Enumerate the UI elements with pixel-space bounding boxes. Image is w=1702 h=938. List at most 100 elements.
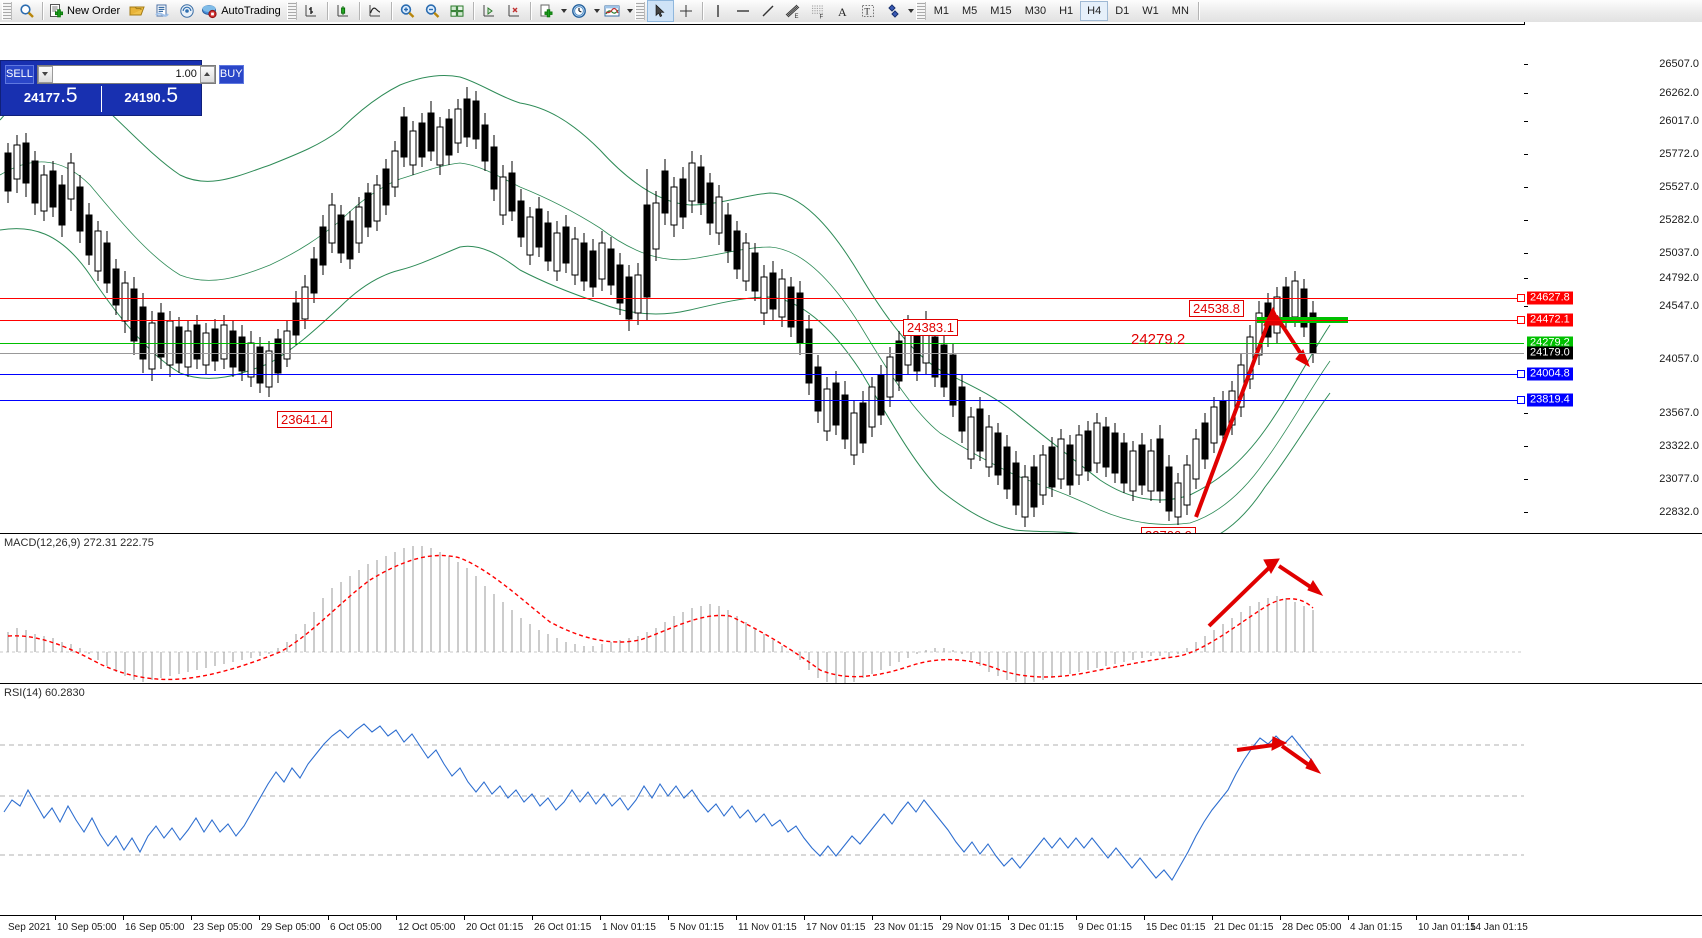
timeframe-h4[interactable]: H4 <box>1080 1 1109 21</box>
price-tag-target[interactable]: 24279.2 <box>1527 336 1573 350</box>
text-label-icon[interactable]: T <box>856 1 881 21</box>
magnifier-icon[interactable] <box>14 1 39 21</box>
volume-input[interactable] <box>52 67 200 81</box>
zoom-in-icon[interactable] <box>395 1 420 21</box>
date-label: 17 Nov 01:15 <box>806 922 866 933</box>
timeframe-m15[interactable]: M15 <box>990 5 1012 17</box>
price-tag-support-2[interactable]: 23819.4 <box>1527 393 1573 407</box>
support-line-2-handle[interactable] <box>1517 396 1525 404</box>
buy-price[interactable]: 24190.5 <box>102 84 202 114</box>
trendline-icon[interactable] <box>756 1 781 21</box>
timeframe-m1[interactable]: M1 <box>933 5 949 17</box>
support-line-2[interactable] <box>0 400 1524 401</box>
support-line-1-handle[interactable] <box>1517 370 1525 378</box>
price-tick: 25527.0 <box>1659 181 1699 193</box>
equidistant-channel-icon[interactable]: E <box>781 1 806 21</box>
shapes-icon[interactable] <box>881 1 906 21</box>
price-tag-resistance-1[interactable]: 24627.8 <box>1527 291 1573 305</box>
price-tick: 22832.0 <box>1659 506 1699 518</box>
chart-top-border <box>0 24 1524 25</box>
date-label: 23 Sep 05:00 <box>193 922 253 933</box>
timeframe-m30[interactable]: M30 <box>1024 5 1047 17</box>
templates-icon[interactable] <box>534 1 559 21</box>
fibonacci-icon[interactable]: F <box>806 1 831 21</box>
date-label: 29 Sep 05:00 <box>261 922 321 933</box>
tile-windows-icon[interactable] <box>445 1 470 21</box>
folder-icon[interactable] <box>124 1 149 21</box>
buy-button[interactable]: BUY <box>218 64 244 84</box>
hline-icon[interactable] <box>731 1 756 21</box>
sell-button[interactable]: SELL <box>5 64 34 84</box>
main-toolbar: New Order AutoTrading <box>0 0 1702 23</box>
annotation-24538[interactable]: 24538.8 <box>1189 300 1244 317</box>
text-icon[interactable]: A <box>831 1 856 21</box>
autotrading-button[interactable]: AutoTrading <box>199 1 285 21</box>
price-chart-svg <box>0 74 1348 533</box>
sell-price-int: 24177 <box>23 90 61 105</box>
timeframe-w1[interactable]: W1 <box>1142 5 1159 17</box>
price-tag-last[interactable]: 24179.0 <box>1527 346 1573 360</box>
annotation-24279[interactable]: 24279.2 <box>1131 331 1186 348</box>
resistance-line-1[interactable] <box>0 298 1524 299</box>
candlestick-chart-icon[interactable] <box>331 1 356 21</box>
annotation-23641[interactable]: 23641.4 <box>277 411 332 428</box>
macd-histogram <box>7 546 1314 683</box>
chart-window[interactable]: HK50-,H4 24214.0 24233.0 24083.5 24179.0 <box>0 22 1702 938</box>
cursor-icon[interactable] <box>646 0 674 22</box>
rsi-label: RSI(14) 60.2830 <box>4 687 85 699</box>
timeframe-m5[interactable]: M5 <box>962 5 978 17</box>
target-line[interactable] <box>0 343 1524 344</box>
timeframe-mn[interactable]: MN <box>1171 5 1189 17</box>
metaeditor-icon[interactable] <box>149 1 174 21</box>
resistance-line-2[interactable] <box>0 320 1524 321</box>
toolbar-grip-4[interactable] <box>915 2 926 20</box>
last-price-line[interactable] <box>0 353 1524 354</box>
toolbar-separator-5 <box>472 2 474 20</box>
navigator-icon[interactable] <box>174 1 199 21</box>
price-pane[interactable] <box>0 25 1702 533</box>
price-tag-support-1[interactable]: 24004.8 <box>1527 367 1573 381</box>
date-label: 14 Jan 01:15 <box>1470 922 1528 933</box>
new-order-button[interactable]: New Order <box>46 1 124 21</box>
line-chart-icon[interactable] <box>363 1 388 21</box>
date-label: 21 Dec 01:15 <box>1214 922 1274 933</box>
timeframe-d1[interactable]: D1 <box>1115 5 1130 17</box>
date-label: 28 Dec 05:00 <box>1282 922 1342 933</box>
volume-decrement-button[interactable] <box>37 65 53 83</box>
price-tick: 23567.0 <box>1659 407 1699 419</box>
zoom-out-icon[interactable] <box>420 1 445 21</box>
one-click-trading-panel[interactable]: SELL BUY 24177.5 24190.5 <box>0 60 244 116</box>
resistance-line-2-handle[interactable] <box>1517 316 1525 324</box>
toolbar-grip-2[interactable] <box>286 2 297 20</box>
date-label: 9 Dec 01:15 <box>1078 922 1132 933</box>
toolbar-grip[interactable] <box>2 2 12 20</box>
price-tick: 25037.0 <box>1659 247 1699 259</box>
indicators-dropdown-arrow[interactable] <box>626 9 633 13</box>
shapes-dropdown-arrow[interactable] <box>907 9 914 13</box>
volume-increment-button[interactable] <box>199 65 215 83</box>
price-tick: 23322.0 <box>1659 440 1699 452</box>
indicators-icon[interactable] <box>600 1 625 21</box>
crosshair-icon[interactable] <box>674 1 699 21</box>
vline-icon[interactable] <box>706 1 731 21</box>
volume-stepper[interactable] <box>36 64 216 84</box>
toolbar-separator-3 <box>358 2 360 20</box>
timeframe-h1[interactable]: H1 <box>1059 5 1074 17</box>
chart-shift-icon[interactable] <box>477 1 502 21</box>
price-tick: 26262.0 <box>1659 87 1699 99</box>
date-axis[interactable]: Sep 2021 10 Sep 05:00 16 Sep 05:00 23 Se… <box>0 915 1702 938</box>
annotation-24383[interactable]: 24383.1 <box>903 319 958 336</box>
support-line-1[interactable] <box>0 374 1524 375</box>
auto-scroll-icon[interactable] <box>502 1 527 21</box>
price-tag-resistance-2[interactable]: 24472.1 <box>1527 313 1573 327</box>
rsi-pane[interactable]: RSI(14) 60.2830 <box>0 686 1702 915</box>
resistance-line-1-handle[interactable] <box>1517 294 1525 302</box>
svg-text:T: T <box>865 7 871 17</box>
period-dropdown-arrow[interactable] <box>593 9 600 13</box>
period-icon[interactable] <box>567 1 592 21</box>
templates-dropdown-arrow[interactable] <box>560 9 567 13</box>
sell-price[interactable]: 24177.5 <box>1 84 101 114</box>
macd-pane[interactable]: MACD(12,26,9) 272.31 222.75 <box>0 536 1702 683</box>
toolbar-grip-3[interactable] <box>634 2 645 20</box>
bar-chart-icon[interactable] <box>299 1 324 21</box>
